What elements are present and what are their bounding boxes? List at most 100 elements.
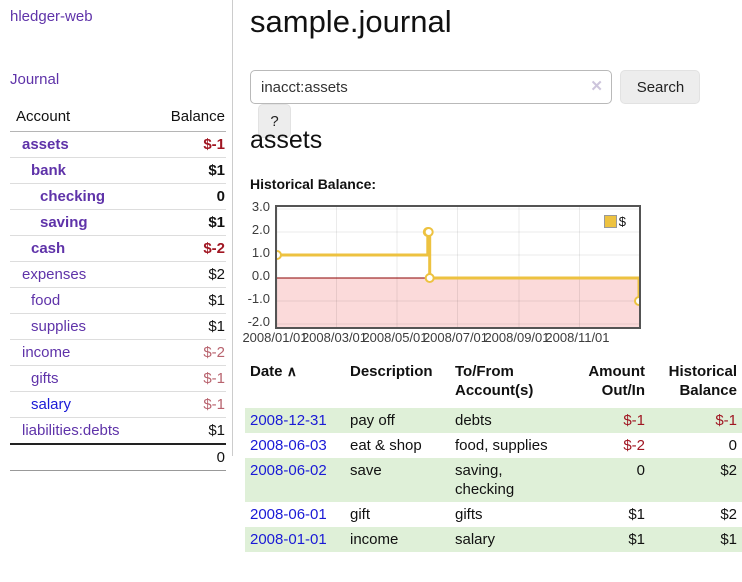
- historical-balance-chart: $: [275, 205, 641, 329]
- register-header-row: Date ∧ Description To/From Account(s) Am…: [245, 358, 742, 408]
- account-link[interactable]: food: [31, 292, 61, 309]
- account-link[interactable]: saving: [40, 214, 88, 231]
- transaction-date-link[interactable]: 2008-06-03: [250, 437, 327, 454]
- sidebar: hledger-web Journal Account Balance asse…: [0, 0, 233, 471]
- date-column-header[interactable]: Date ∧: [245, 358, 345, 408]
- account-balance: $-2: [148, 339, 226, 366]
- legend-label: $: [618, 214, 626, 229]
- account-link[interactable]: gifts: [31, 370, 59, 387]
- account-balance: $2: [148, 261, 226, 288]
- y-tick-label: -1.0: [247, 291, 270, 306]
- x-tick-label: 2008/07/01: [422, 330, 489, 345]
- account-column-header: Account: [10, 104, 149, 132]
- transaction-balance: $1: [720, 531, 737, 548]
- transaction-date-link[interactable]: 2008-12-31: [250, 412, 327, 429]
- description-column-header: Description: [350, 363, 433, 380]
- transaction-balance: $2: [720, 506, 737, 523]
- chart-x-axis-labels: 2008/01/01 2008/03/01 2008/05/01 2008/07/01…: [242, 330, 637, 346]
- date-header-label: Date: [250, 363, 283, 380]
- clear-search-icon[interactable]: ✕: [590, 78, 603, 95]
- transaction-description: save: [350, 462, 382, 479]
- account-balance: $-1: [148, 365, 226, 392]
- account-row: food $1: [10, 287, 226, 314]
- account-link[interactable]: liabilities:debts: [22, 422, 120, 439]
- y-tick-label: -2.0: [247, 314, 270, 329]
- transaction-description: pay off: [350, 412, 395, 429]
- account-row: cash $-2: [10, 235, 226, 262]
- account-balance: $-1: [148, 131, 226, 158]
- transaction-date-link[interactable]: 2008-06-01: [250, 506, 327, 523]
- search-bar: ✕ Search ?: [250, 70, 737, 138]
- transaction-row: 2008-06-01 gift gifts $1 $2: [245, 502, 742, 527]
- account-balance: $1: [148, 287, 226, 314]
- account-link[interactable]: checking: [40, 188, 106, 205]
- transaction-date-link[interactable]: 2008-01-01: [250, 531, 327, 548]
- transaction-amount: $1: [628, 506, 645, 523]
- transaction-balance: 0: [728, 437, 737, 454]
- accounts-column-header: To/From Account(s): [455, 363, 534, 399]
- page-title: sample.journal: [250, 4, 452, 39]
- transaction-balance: $-1: [715, 412, 737, 429]
- transaction-accounts: gifts: [455, 506, 483, 523]
- chart-legend: $: [603, 214, 626, 229]
- account-row: checking 0: [10, 183, 226, 210]
- balance-column-header: Balance: [148, 104, 226, 132]
- x-tick-label: 2008/05/01: [362, 330, 428, 345]
- legend-swatch-icon: [603, 215, 617, 228]
- account-link[interactable]: bank: [31, 162, 67, 179]
- transaction-description: eat & shop: [350, 437, 422, 454]
- y-tick-label: 0.0: [251, 268, 270, 283]
- chart-title: Historical Balance:: [250, 176, 377, 192]
- account-row: income $-2: [10, 339, 226, 366]
- account-balance: $-2: [148, 235, 226, 262]
- account-balance: $1: [148, 157, 226, 184]
- x-tick-label: 2008/09/01: [484, 330, 550, 345]
- transaction-accounts: debts: [455, 412, 492, 429]
- account-link[interactable]: assets: [22, 136, 69, 153]
- account-balance: $1: [148, 313, 226, 340]
- transaction-row: 2008-06-02 save saving, checking 0 $2: [245, 458, 742, 502]
- x-tick-label: 2008/11/01: [545, 330, 610, 345]
- nav-journal-link[interactable]: Journal: [10, 71, 60, 88]
- sort-ascending-icon: ∧: [286, 363, 297, 379]
- account-balance: $1: [148, 417, 226, 445]
- account-balance: 0: [148, 183, 226, 210]
- transaction-amount: 0: [636, 462, 645, 479]
- app-title-link[interactable]: hledger-web: [10, 8, 93, 25]
- search-button[interactable]: Search: [620, 70, 701, 104]
- chart-plot-area: [277, 207, 639, 327]
- account-link[interactable]: supplies: [31, 318, 87, 335]
- account-link[interactable]: salary: [31, 396, 72, 413]
- account-link[interactable]: cash: [31, 240, 66, 257]
- register-table: Date ∧ Description To/From Account(s) Am…: [245, 358, 742, 552]
- account-row: assets $-1: [10, 131, 226, 158]
- account-balance: $1: [148, 209, 226, 236]
- accounts-total-row: 0: [10, 443, 226, 471]
- y-tick-label: 1.0: [251, 245, 270, 260]
- account-row: expenses $2: [10, 261, 226, 288]
- help-button[interactable]: ?: [258, 104, 291, 138]
- transaction-date-link[interactable]: 2008-06-02: [250, 462, 327, 479]
- transaction-amount: $-1: [623, 412, 645, 429]
- transaction-description: income: [350, 531, 399, 548]
- y-tick-label: 2.0: [251, 222, 270, 237]
- balance-column-header: Historical Balance: [668, 363, 737, 399]
- account-row: supplies $1: [10, 313, 226, 340]
- account-heading: assets: [250, 126, 323, 154]
- account-link[interactable]: income: [22, 344, 71, 361]
- accounts-balance-table: Account Balance assets $-1 bank $1 check…: [10, 104, 226, 471]
- transaction-row: 2008-06-03 eat & shop food, supplies $-2…: [245, 433, 742, 458]
- transaction-accounts: saving, checking: [455, 462, 515, 498]
- account-row: gifts $-1: [10, 365, 226, 392]
- transaction-accounts: food, supplies: [455, 437, 548, 454]
- transaction-balance: $2: [720, 462, 737, 479]
- search-input[interactable]: [250, 70, 612, 104]
- accounts-total-value: 0: [148, 443, 226, 471]
- account-row: salary $-1: [10, 391, 226, 418]
- amount-column-header: Amount Out/In: [588, 363, 645, 399]
- account-row: saving $1: [10, 209, 226, 236]
- transaction-accounts: salary: [455, 531, 496, 548]
- transaction-row: 2008-01-01 income salary $1 $1: [245, 527, 742, 552]
- account-link[interactable]: expenses: [22, 266, 87, 283]
- account-row: bank $1: [10, 157, 226, 184]
